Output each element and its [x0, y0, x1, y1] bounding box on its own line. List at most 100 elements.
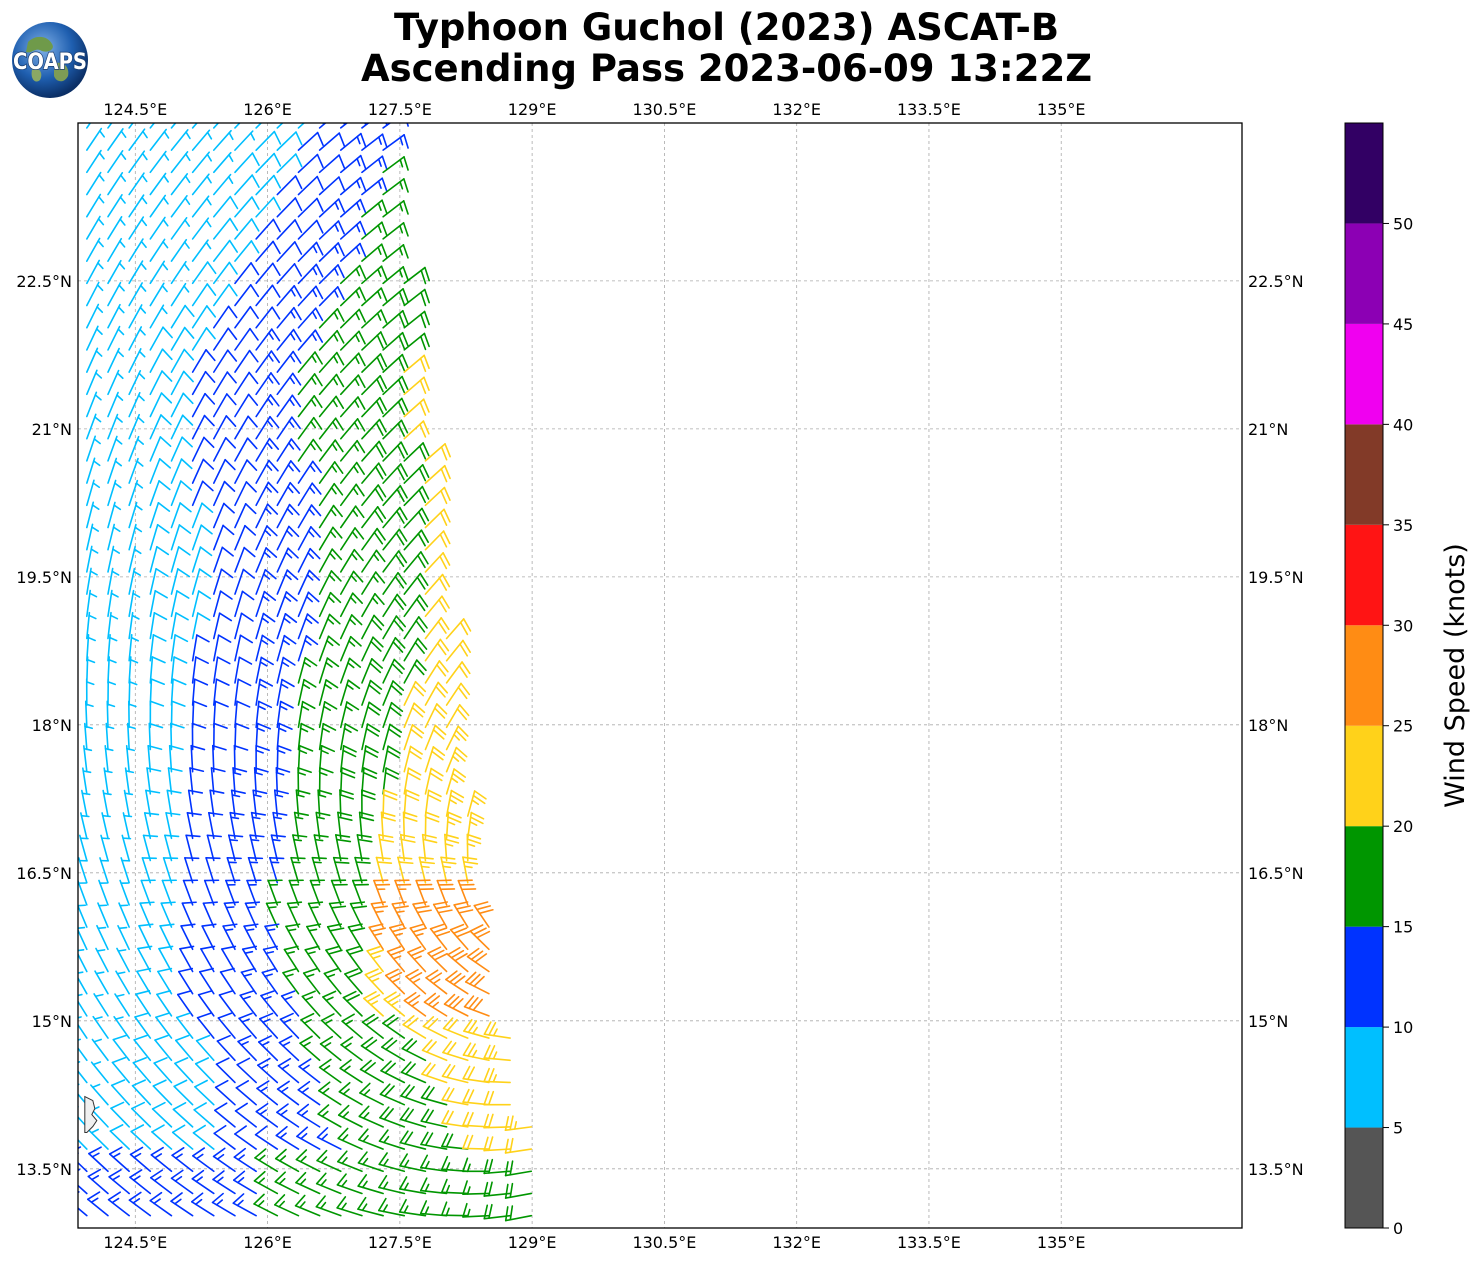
wind-barb	[276, 503, 300, 529]
wind-barb	[318, 570, 342, 595]
wind-barb	[297, 526, 321, 551]
wind-barb	[191, 612, 211, 640]
wind-barb	[135, 990, 152, 1017]
colorbar-segment	[1345, 223, 1383, 324]
wind-barb	[445, 746, 468, 773]
wind-barb	[441, 1063, 469, 1084]
wind-barb	[86, 589, 98, 618]
wind-barb	[424, 703, 448, 729]
wind-barb	[276, 394, 302, 418]
lon-tick-label-bottom: 124.5°E	[103, 1233, 167, 1252]
wind-barb	[296, 1103, 321, 1128]
wind-barb	[402, 1015, 427, 1039]
wind-barb	[442, 1017, 469, 1039]
wind-barb	[276, 328, 302, 351]
wind-barb	[317, 1104, 342, 1128]
wind-barb	[288, 879, 304, 906]
wind-barb	[370, 901, 389, 928]
wind-barb	[274, 1194, 300, 1217]
wind-barb	[213, 123, 220, 129]
wind-barb	[397, 856, 414, 884]
wind-barb	[267, 879, 283, 906]
wind-barb	[358, 811, 375, 840]
wind-barb	[297, 657, 318, 684]
wind-barb	[382, 441, 409, 462]
wind-barb	[424, 508, 451, 529]
wind-barb	[504, 1115, 533, 1132]
wind-barb	[380, 811, 396, 840]
wind-barb	[84, 700, 94, 729]
wind-barb	[192, 1124, 215, 1150]
wind-barb	[149, 194, 169, 218]
wind-barb	[276, 416, 301, 440]
wind-barb	[504, 1182, 533, 1199]
wind-barb	[338, 1081, 363, 1106]
wind-barb	[86, 567, 98, 595]
wind-barb	[276, 123, 303, 129]
lon-tick-label-top: 130.5°E	[632, 100, 696, 119]
wind-barb	[186, 812, 202, 840]
wind-barb	[445, 789, 465, 817]
wind-barb	[255, 525, 278, 551]
lon-tick-label-top: 129°E	[508, 100, 557, 119]
wind-barb	[213, 217, 239, 240]
wind-barb	[382, 658, 405, 684]
wind-barb	[421, 1062, 448, 1084]
wind-barb	[264, 923, 280, 951]
wind-barb	[297, 123, 324, 129]
wind-barb	[213, 239, 238, 262]
lat-tick-label-left: 21°N	[32, 420, 72, 439]
wind-barb	[280, 990, 300, 1017]
wind-barb	[211, 1192, 236, 1217]
wind-barb	[247, 857, 264, 884]
wind-barb	[170, 502, 192, 529]
wind-barb	[339, 418, 366, 440]
wind-barb	[386, 945, 406, 973]
wind-barb	[361, 701, 382, 729]
wind-barb	[325, 945, 343, 973]
wind-barb	[318, 439, 344, 462]
wind-barb	[149, 304, 168, 329]
wind-barb	[297, 285, 324, 307]
wind-barb	[262, 945, 279, 973]
wind-barb	[107, 413, 123, 440]
wind-barb	[445, 704, 470, 729]
wind-barb	[297, 175, 324, 196]
wind-barb	[145, 789, 161, 817]
colorbar-tick-label: 0	[1393, 1219, 1403, 1238]
wind-barb	[107, 123, 113, 129]
colorbar-segment	[1345, 926, 1383, 1028]
wind-barb	[318, 461, 344, 484]
wind-barb	[253, 767, 269, 795]
wind-barb	[265, 901, 282, 928]
wind-barb	[276, 153, 303, 174]
wind-barb	[361, 789, 376, 817]
wind-barb	[361, 506, 387, 529]
wind-barb	[297, 744, 314, 773]
wind-barb	[379, 1106, 406, 1128]
wind-barb	[249, 834, 265, 862]
wind-barb	[339, 198, 367, 218]
wind-barb	[129, 1169, 152, 1195]
wind-barb	[318, 123, 346, 129]
wind-barb	[234, 459, 258, 484]
wind-barb	[180, 923, 196, 951]
wind-barb	[107, 369, 124, 396]
wind-barb	[116, 947, 130, 973]
wind-barb	[403, 702, 426, 729]
wind-barb	[276, 481, 301, 507]
wind-barb	[339, 154, 367, 174]
wind-barb	[149, 589, 168, 618]
wind-barb	[152, 1079, 173, 1106]
wind-barb	[389, 923, 407, 951]
wind-barb	[234, 393, 259, 418]
wind-barb	[175, 1012, 194, 1039]
wind-barb	[131, 1079, 152, 1106]
wind-barb	[403, 789, 420, 817]
wind-barb	[290, 856, 306, 884]
wind-barb	[400, 1084, 427, 1106]
wind-barb	[318, 767, 334, 795]
wind-barb	[318, 613, 341, 640]
wind-barb	[317, 789, 333, 817]
wind-barb	[318, 722, 337, 751]
